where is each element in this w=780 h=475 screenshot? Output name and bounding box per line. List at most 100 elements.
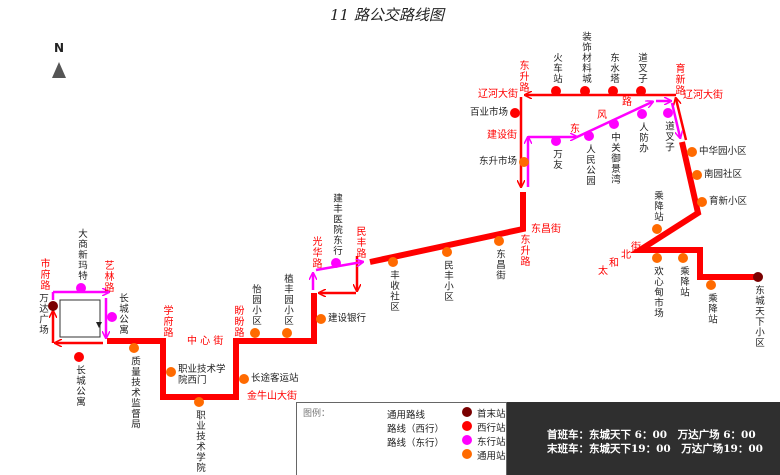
street-label: 东升路: [518, 234, 529, 267]
station-dot-common[interactable]: [250, 328, 260, 338]
common-dot-icon: [462, 449, 472, 459]
station-dot-common[interactable]: [194, 397, 204, 407]
station-dot-common[interactable]: [494, 236, 504, 246]
street-label: 学府路: [161, 305, 172, 338]
station-dot-west[interactable]: [636, 86, 646, 96]
legend-east-label: 路线（东行）: [387, 438, 445, 449]
street-label: 辽河大街: [478, 89, 518, 100]
station-dot-east[interactable]: [637, 109, 647, 119]
station-label: 职业技术学院西门: [178, 364, 226, 386]
station-dot-common[interactable]: [519, 157, 529, 167]
station-dot-common[interactable]: [129, 343, 139, 353]
station-label: 长城公寓: [117, 293, 128, 335]
street-label: 东昌街: [531, 224, 561, 235]
station-label: 中华园小区: [699, 146, 747, 157]
street-label: 路: [622, 97, 632, 108]
station-label: 欢心甸市场: [652, 266, 663, 319]
station-dot-terminal[interactable]: [753, 272, 763, 282]
street-label: 建设街: [487, 130, 517, 141]
station-label: 道叉子: [636, 52, 647, 85]
station-dot-common[interactable]: [652, 224, 662, 234]
street-label: 街: [631, 242, 641, 253]
station-label: 东水塔: [608, 52, 619, 85]
street-label: 东升路: [517, 60, 528, 93]
station-label: 大商新玛特: [76, 228, 87, 282]
station-label: 东昌街: [494, 249, 505, 281]
common-route: [107, 293, 317, 400]
station-dot-common[interactable]: [652, 253, 662, 263]
common-route: [629, 141, 758, 280]
station-label: 中关御景湾: [609, 132, 620, 185]
station-label: 民丰小区: [442, 260, 453, 302]
street-label: 和: [609, 258, 619, 269]
street-label: 中 心 街: [187, 336, 224, 347]
station-label: 道叉子: [663, 121, 674, 153]
street-label: 盼盼路: [232, 305, 243, 338]
station-label: 建丰医院东行: [331, 193, 342, 256]
station-dot-west[interactable]: [608, 86, 618, 96]
station-label: 育新小区: [709, 196, 748, 207]
street-label: 市府路: [38, 258, 49, 291]
street-label: 风: [597, 110, 607, 121]
station-dot-east[interactable]: [663, 108, 673, 118]
station-dot-common[interactable]: [687, 147, 697, 157]
street-label: 辽河大街: [683, 90, 723, 101]
station-dot-common[interactable]: [706, 280, 716, 290]
station-dot-east[interactable]: [76, 283, 86, 293]
station-dot-west[interactable]: [510, 108, 520, 118]
street-label: 东: [570, 124, 580, 135]
station-label: 万友: [551, 149, 562, 170]
east-dot-icon: [462, 435, 472, 445]
loop-box: [59, 299, 101, 338]
legend-west-label: 路线（西行）: [387, 424, 445, 435]
station-dot-common[interactable]: [678, 253, 688, 263]
street-label: 金牛山大街: [247, 391, 297, 402]
station-label: 长城公寓: [74, 365, 85, 407]
street-label: 太: [598, 266, 608, 277]
schedule-panel: 首班车：东城天下 6：00 万达广场 6：00 末班车：东城天下19：00 万达…: [507, 402, 780, 475]
station-label: 装饰材料城: [580, 31, 591, 85]
station-label: 质量技术监督局: [129, 356, 140, 430]
street-label: 育新路: [673, 63, 684, 96]
station-dot-east[interactable]: [609, 119, 619, 129]
station-dot-east[interactable]: [331, 258, 341, 268]
east-route: [670, 102, 680, 137]
station-label: 长途客运站: [251, 373, 299, 384]
common-route: [369, 192, 526, 265]
station-label: 人民公园: [584, 144, 595, 186]
station-label: 人防办: [637, 122, 648, 154]
station-dot-terminal[interactable]: [48, 301, 58, 311]
station-dot-common[interactable]: [166, 367, 176, 377]
station-dot-common[interactable]: [442, 247, 452, 257]
station-dot-west[interactable]: [74, 352, 84, 362]
north-arrow-icon: [52, 62, 66, 78]
station-label: 乘降站: [678, 266, 689, 298]
legend-common-label: 通用路线: [387, 410, 426, 421]
legend-header: 图例：: [303, 409, 331, 419]
station-label: 植丰园小区: [282, 273, 293, 327]
station-dot-west[interactable]: [580, 86, 590, 96]
station-dot-east[interactable]: [584, 131, 594, 141]
legend-common-station-label: 通用站: [477, 451, 506, 462]
north-label: N: [54, 41, 65, 55]
station-label: 建设银行: [328, 313, 367, 324]
station-dot-west[interactable]: [551, 86, 561, 96]
station-dot-common[interactable]: [697, 197, 707, 207]
station-label: 南园社区: [704, 169, 743, 180]
station-dot-common[interactable]: [692, 170, 702, 180]
station-dot-common[interactable]: [316, 314, 326, 324]
station-label: 百业市场: [469, 107, 508, 118]
loop-arrow-icon: [96, 322, 102, 328]
station-dot-common[interactable]: [239, 374, 249, 384]
station-dot-east[interactable]: [551, 136, 561, 146]
station-label: 乘降站: [652, 190, 663, 223]
station-label: 职业技术学院: [194, 410, 205, 473]
station-dot-common[interactable]: [388, 257, 398, 267]
station-dot-east[interactable]: [107, 312, 117, 322]
street-label: 艺林路: [102, 260, 113, 293]
street-label: 北: [621, 250, 631, 261]
station-dot-common[interactable]: [282, 328, 292, 338]
map-title: 11 路公交路线图: [330, 6, 444, 24]
terminal-dot-icon: [462, 407, 472, 417]
